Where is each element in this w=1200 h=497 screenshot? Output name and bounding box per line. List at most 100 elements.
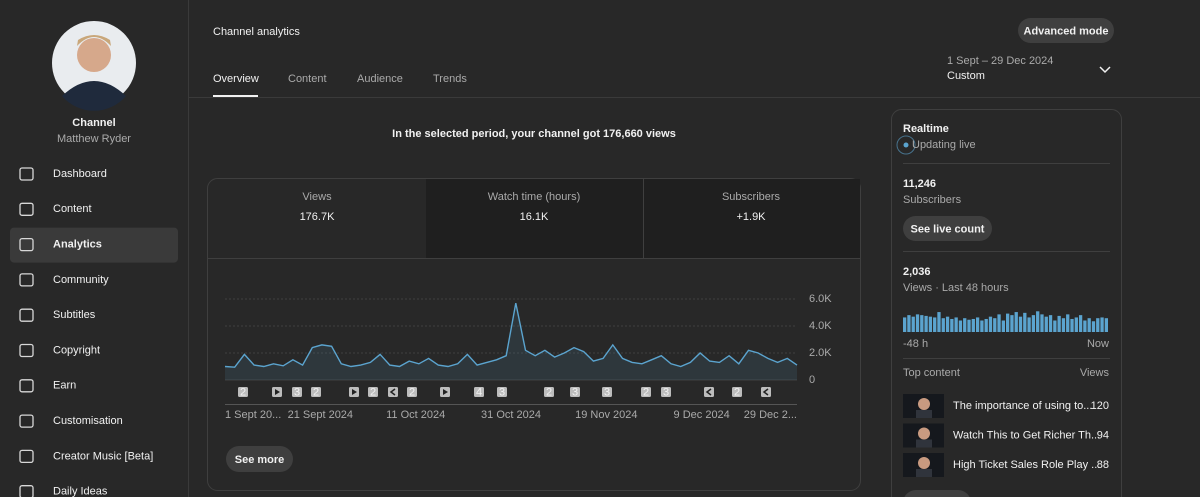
nav-item[interactable]: Copyright [53,344,100,356]
realtime-bar [1048,315,1053,332]
realtime-bar [967,319,971,332]
video-count[interactable]: 2 [370,386,376,398]
tab[interactable]: Content [288,73,327,85]
x-tick-label: 1 Sept 20... [225,409,281,421]
nav-icon[interactable] [19,343,34,358]
x-tick-label: 29 Dec 2... [744,409,797,421]
advanced-mode-button[interactable] [1018,18,1114,43]
page-title: Channel analytics [213,26,300,38]
y-tick-label: 2.0K [809,347,832,359]
video-count[interactable]: 3 [604,386,610,398]
video-marker[interactable] [497,387,507,397]
nav-icon[interactable] [19,167,34,181]
nav-item[interactable]: Analytics [53,239,102,251]
nav-item[interactable]: Earn [53,380,76,392]
video-count[interactable]: 2 [409,386,415,398]
top-content-views: 120 [1091,400,1109,412]
realtime-bar [1053,320,1057,332]
nav-item[interactable]: Creator Music [Beta] [53,450,153,462]
video-marker[interactable] [474,387,484,397]
top-content-title[interactable]: The importance of using to... [953,400,1092,412]
video-marker[interactable] [544,387,554,397]
nav-item[interactable]: Dashboard [53,168,107,180]
metric-value[interactable]: +1.9K [736,211,766,223]
nav-icon[interactable] [19,273,34,287]
nav-item[interactable]: Daily Ideas [53,486,108,497]
video-marker[interactable] [311,387,321,397]
video-count[interactable]: 2 [240,386,246,398]
metric-value[interactable]: 16.1K [520,211,549,223]
realtime-bar [1100,317,1104,332]
top-content-views: 88 [1097,459,1109,471]
metric-label[interactable]: Watch time (hours) [488,191,581,203]
metric-label[interactable]: Views [302,191,332,203]
nav-icon[interactable] [19,379,34,393]
date-chevron[interactable] [1099,66,1111,74]
live-count-button-label[interactable]: See live count [911,223,985,235]
metric-label[interactable]: Subscribers [722,191,781,203]
live-count-button[interactable] [903,216,992,241]
realtime-bar [933,317,937,332]
video-count[interactable]: 2 [313,386,319,398]
nav-icon[interactable] [19,202,34,216]
top-content-title[interactable]: Watch This to Get Richer Th... [953,429,1100,441]
realtime-bar [993,318,997,332]
nav-icon[interactable] [19,308,34,322]
see-more-button-label[interactable]: See more [235,454,285,466]
video-marker[interactable] [292,387,302,397]
nav-item[interactable]: Customisation [53,415,123,427]
cut-off-button[interactable] [903,490,971,497]
video-count[interactable]: 2 [643,386,649,398]
video-marker[interactable] [661,387,671,397]
top-content-title[interactable]: High Ticket Sales Role Play ... [953,459,1100,471]
line-series [224,302,798,368]
metric-value[interactable]: 176.7K [300,211,336,223]
x-tick-label: 31 Oct 2024 [481,409,541,421]
advanced-mode-button-label[interactable]: Advanced mode [1024,25,1109,37]
tab[interactable]: Overview [213,73,259,85]
short-icon [762,388,769,396]
nav-item[interactable]: Community [53,274,109,286]
nav-icon[interactable] [19,414,34,428]
video-count[interactable]: 2 [546,386,552,398]
video-marker[interactable] [602,387,612,397]
realtime-bar [997,314,1001,332]
nav-icon[interactable] [19,449,34,464]
top-content-label: Top content [903,367,960,379]
realtime-bar [975,317,980,332]
video-count[interactable]: 3 [572,386,578,398]
nav-icon[interactable] [19,237,34,252]
realtime-bar [1061,318,1066,332]
video-marker[interactable] [570,387,580,397]
date-preset[interactable]: Custom [947,70,985,82]
bars-end: Now [1087,338,1109,350]
x-tick-label: 9 Dec 2024 [674,409,730,421]
realtime-bar [1018,316,1023,332]
realtime-bar [945,316,950,332]
video-marker[interactable] [761,387,771,397]
tab[interactable]: Trends [433,73,467,85]
realtime-bar [920,315,924,332]
see-more-button[interactable] [226,446,293,472]
realtime-bar [1074,317,1078,332]
video-count[interactable]: 3 [499,386,505,398]
tab[interactable]: Audience [357,73,403,85]
video-marker[interactable] [388,387,398,397]
tab-underline [213,95,258,97]
video-marker[interactable] [368,387,378,397]
video-marker[interactable] [407,387,417,397]
video-count[interactable]: 4 [476,386,482,398]
video-count[interactable]: 2 [734,386,740,398]
nav-item[interactable]: Content [53,203,92,215]
video-marker[interactable] [732,387,742,397]
video-marker[interactable] [238,387,248,397]
date-range[interactable]: 1 Sept – 29 Dec 2024 [947,55,1053,67]
video-marker[interactable] [704,387,714,397]
video-count[interactable]: 3 [294,386,300,398]
nav-icon[interactable] [19,485,34,497]
video-marker[interactable] [641,387,651,397]
nav-item[interactable]: Subtitles [53,309,96,321]
video-count[interactable]: 3 [663,386,669,398]
